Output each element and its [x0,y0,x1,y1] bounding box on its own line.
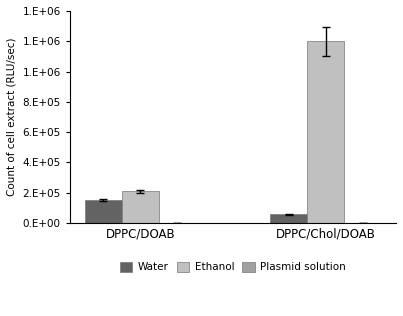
Bar [85,200,122,223]
Legend: Water, Ethanol, Plasmid solution: Water, Ethanol, Plasmid solution [120,262,346,272]
Bar [270,214,307,223]
Bar [122,191,159,223]
Bar [307,41,344,223]
Y-axis label: Count of cell extract (RLU/sec): Count of cell extract (RLU/sec) [7,38,17,196]
